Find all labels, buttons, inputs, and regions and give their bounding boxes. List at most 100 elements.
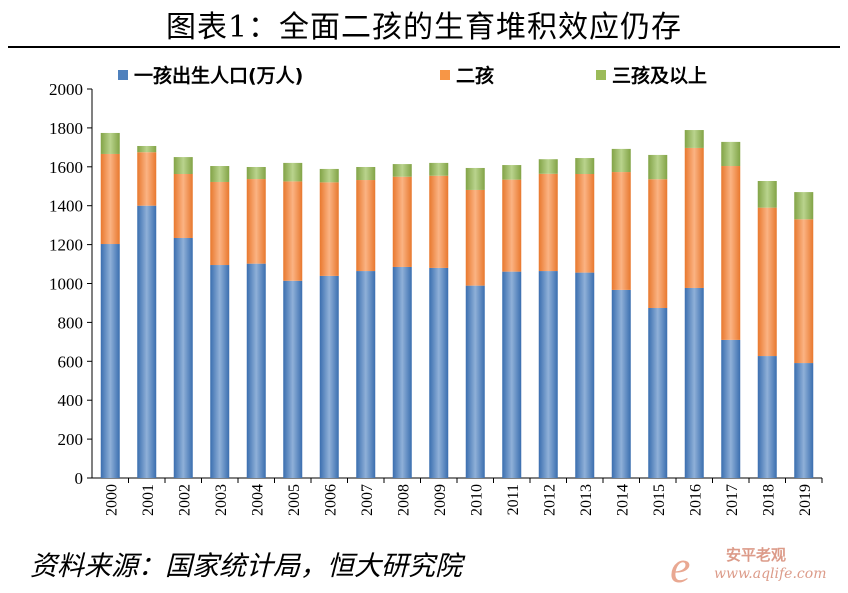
x-tick-label: 2011 (505, 484, 522, 515)
legend-swatch (596, 70, 606, 80)
bar-segment-2008-0 (392, 266, 412, 478)
legend-swatch (118, 70, 128, 80)
x-tick-label: 2014 (614, 484, 631, 516)
y-tick-label: 2000 (49, 80, 83, 99)
bar-segment-2013-2 (575, 158, 595, 174)
bar-segment-2012-1 (538, 173, 558, 272)
bar-segment-2014-2 (611, 148, 631, 173)
chart-title: 图表1：全面二孩的生育堆积效应仍存 (165, 10, 683, 45)
bar-segment-2004-0 (246, 263, 266, 478)
legend-swatch (440, 70, 450, 80)
watermark-name: 安平老观 (726, 546, 787, 564)
bar-segment-2002-2 (173, 157, 193, 174)
bar-segment-2000-1 (100, 153, 120, 245)
bar-segment-2007-0 (356, 271, 376, 478)
x-tick-label: 2015 (651, 484, 668, 516)
x-tick-label: 2002 (176, 484, 193, 516)
bar-segment-2008-2 (392, 164, 412, 177)
x-tick-label: 2010 (468, 484, 485, 516)
watermark-url: www.aqlife.com (714, 566, 827, 582)
bar-segment-2016-0 (684, 287, 704, 478)
bar-segment-2009-1 (429, 175, 449, 268)
bar-segment-2006-1 (319, 182, 339, 276)
x-tick-label: 2017 (724, 484, 741, 516)
bar-segment-2004-2 (246, 166, 266, 180)
bar-segment-2017-2 (721, 141, 741, 167)
x-tick-label: 2012 (541, 484, 558, 516)
watermark-logo: e (670, 541, 691, 592)
y-tick-label: 400 (58, 391, 84, 410)
bar-segment-2003-1 (210, 181, 230, 266)
x-tick-label: 2003 (213, 484, 230, 516)
bar-segment-2010-0 (465, 285, 485, 478)
bar-segment-2000-2 (100, 132, 120, 154)
x-tick-label: 2004 (249, 484, 266, 516)
legend-label: 二孩 (456, 64, 494, 87)
bar-segment-2001-0 (137, 205, 157, 478)
bar-segment-2015-0 (648, 308, 668, 478)
bar-segment-2018-2 (757, 180, 777, 208)
y-tick-label: 200 (58, 430, 84, 449)
bar-segment-2016-2 (684, 130, 704, 148)
y-tick-label: 1200 (49, 236, 83, 255)
y-tick-label: 800 (58, 313, 84, 332)
bars (100, 130, 814, 478)
watermark: e 安平老观 www.aqlife.com (656, 540, 836, 592)
bar-segment-2010-2 (465, 167, 485, 190)
x-tick-label: 2018 (760, 484, 777, 516)
bar-segment-2013-1 (575, 173, 595, 273)
bar-segment-2013-0 (575, 272, 595, 478)
y-tick-label: 1400 (49, 197, 83, 216)
bar-segment-2005-1 (283, 181, 303, 281)
bar-segment-2002-1 (173, 173, 193, 238)
title-divider (8, 46, 840, 48)
bar-segment-2019-1 (794, 219, 814, 364)
y-tick-label: 1600 (49, 158, 83, 177)
bar-segment-2003-2 (210, 166, 230, 182)
bar-segment-2000-0 (100, 244, 120, 478)
bar-segment-2008-1 (392, 176, 412, 267)
legend: 一孩出生人口(万人) 二孩 三孩及以上 (118, 64, 707, 87)
x-tick-label: 2009 (432, 484, 449, 516)
bar-segment-2005-0 (283, 280, 303, 478)
bar-segment-2006-2 (319, 168, 339, 183)
bar-segment-2014-0 (611, 289, 631, 478)
bar-segment-2007-1 (356, 180, 376, 272)
bar-segment-2015-1 (648, 179, 668, 309)
x-tick-label: 2008 (395, 484, 412, 516)
bar-segment-2011-0 (502, 271, 522, 478)
bar-segment-2014-1 (611, 172, 631, 290)
y-tick-label: 0 (75, 469, 84, 488)
y-tick-label: 1000 (49, 275, 83, 294)
x-tick-label: 2001 (140, 484, 157, 516)
bar-segment-2011-2 (502, 165, 522, 180)
source-note: 资料来源：国家统计局，恒大研究院 (30, 551, 462, 582)
x-tick-label: 2007 (359, 484, 376, 516)
bar-segment-2004-1 (246, 179, 266, 264)
bar-segment-2006-0 (319, 275, 339, 478)
bar-segment-2019-0 (794, 363, 814, 478)
bar-segment-2012-2 (538, 159, 558, 174)
x-tick-label: 2013 (578, 484, 595, 516)
bar-segment-2017-1 (721, 166, 741, 340)
bar-segment-2018-0 (757, 356, 777, 478)
bar-segment-2002-0 (173, 237, 193, 478)
bar-segment-2015-2 (648, 154, 668, 180)
legend-label: 三孩及以上 (612, 64, 707, 87)
bar-segment-2005-2 (283, 162, 303, 182)
bar-segment-2019-2 (794, 192, 814, 220)
legend-label: 一孩出生人口(万人) (134, 64, 303, 87)
x-tick-label: 2016 (687, 484, 704, 516)
x-tick-label: 2006 (322, 484, 339, 516)
bar-segment-2017-0 (721, 339, 741, 478)
x-tick-label: 2005 (286, 484, 303, 516)
bar-segment-2010-1 (465, 189, 485, 286)
bar-segment-2012-0 (538, 271, 558, 478)
x-tick-label: 2000 (103, 484, 120, 516)
bar-segment-2018-1 (757, 207, 777, 357)
x-tick-label: 2019 (797, 484, 814, 516)
bar-segment-2003-0 (210, 265, 230, 478)
bar-segment-2007-2 (356, 166, 376, 181)
y-tick-label: 1800 (49, 119, 83, 138)
